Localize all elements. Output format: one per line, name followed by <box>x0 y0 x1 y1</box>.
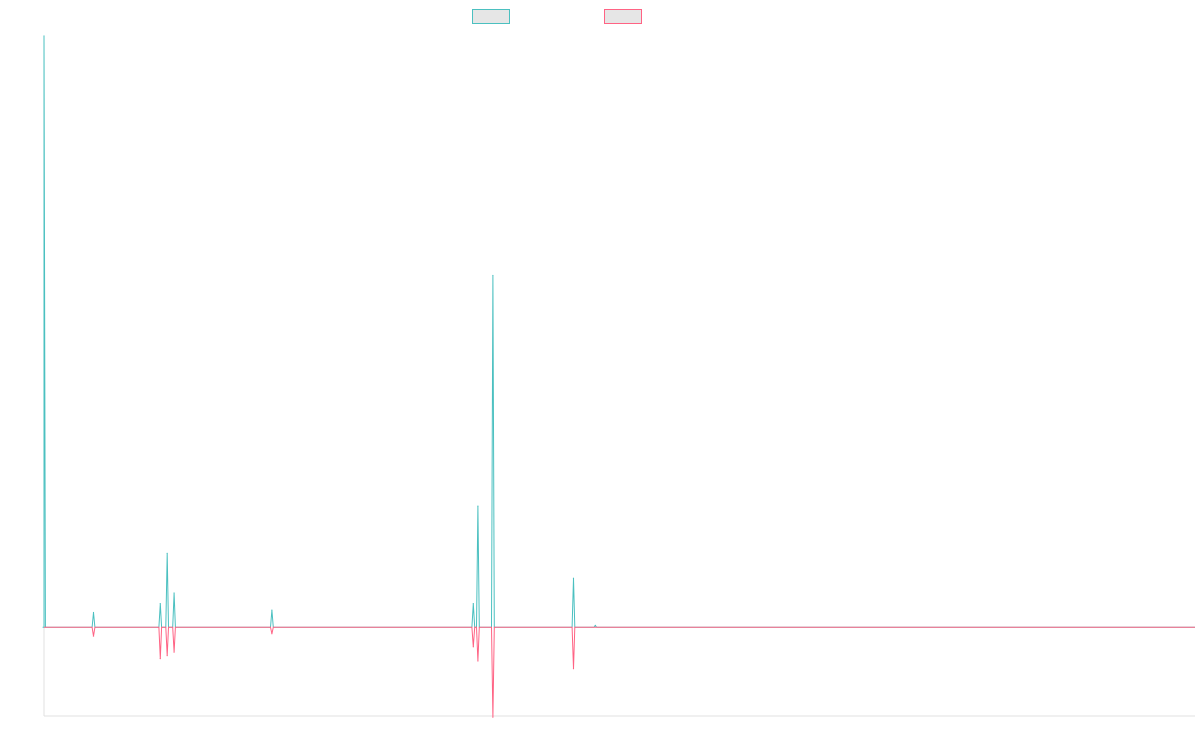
legend-item-series-b[interactable] <box>604 9 648 24</box>
peak-point-a-7[interactable] <box>477 505 479 507</box>
legend-swatch-series-b <box>604 9 642 24</box>
peak-point-a-4[interactable] <box>173 592 175 594</box>
peak-point-b-5[interactable] <box>472 646 474 648</box>
peak-point-b-7[interactable] <box>492 716 494 718</box>
peak-point-a-8[interactable] <box>492 274 494 277</box>
peak-point-a-5[interactable] <box>271 609 273 611</box>
peak-point-a-1[interactable] <box>92 611 95 614</box>
peak-point-a-2[interactable] <box>159 603 161 605</box>
peak-point-a-3[interactable] <box>166 552 168 554</box>
peak-point-b-4[interactable] <box>271 633 273 635</box>
series-line-a <box>42 35 1195 628</box>
series-lines <box>42 35 1195 718</box>
peak-point-b-3[interactable] <box>173 651 175 653</box>
peak-point-a-0[interactable] <box>43 35 45 37</box>
axes <box>43 36 1195 717</box>
peak-point-b-6[interactable] <box>477 660 479 662</box>
peak-point-a-10[interactable] <box>594 624 596 627</box>
legend-swatch-series-a <box>472 9 510 24</box>
series-line-b <box>44 626 1195 718</box>
peak-point-b-1[interactable] <box>159 658 161 660</box>
peak-point-b-0[interactable] <box>92 635 95 637</box>
peak-point-b-8[interactable] <box>572 668 575 670</box>
peak-point-b-2[interactable] <box>166 655 168 657</box>
legend-item-series-a[interactable] <box>472 9 516 24</box>
peak-point-a-9[interactable] <box>572 577 575 579</box>
legend <box>0 9 1200 27</box>
peak-point-a-6[interactable] <box>472 603 474 605</box>
